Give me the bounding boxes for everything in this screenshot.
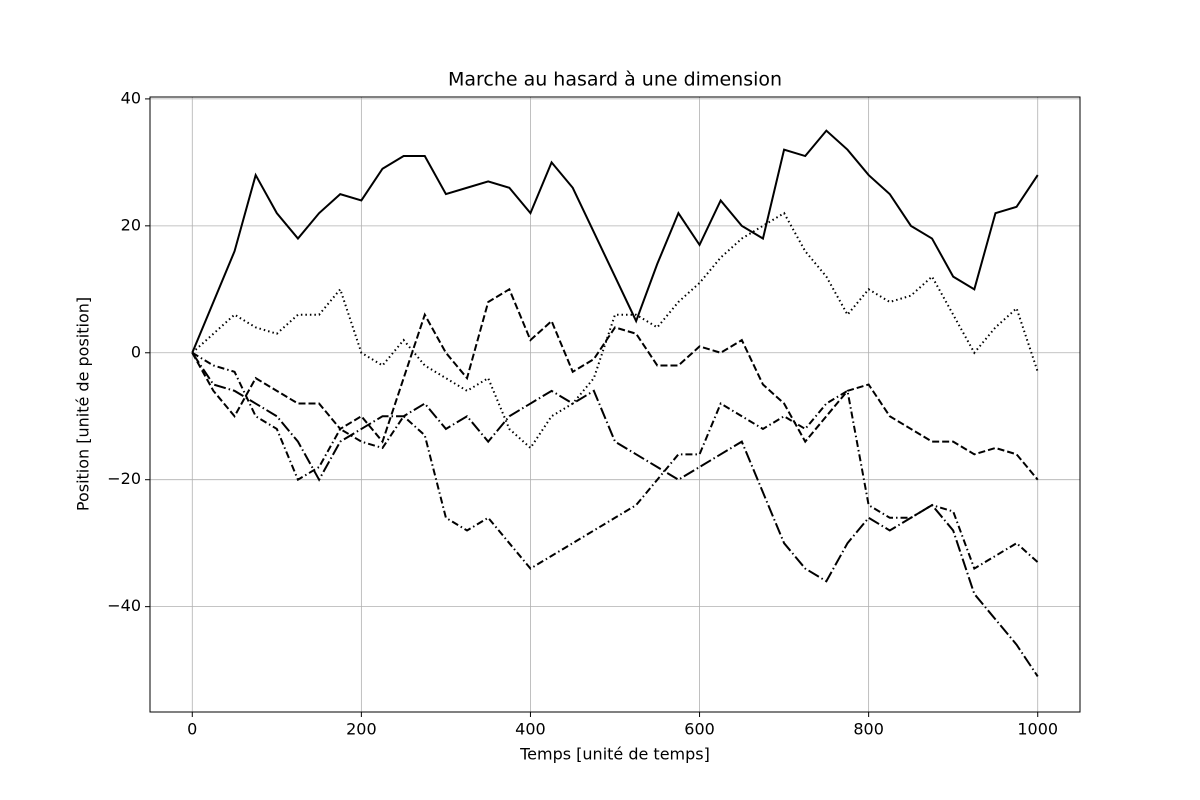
series-line xyxy=(191,287,1039,481)
x-tick-label: 200 xyxy=(346,720,377,739)
x-tick-label: 1000 xyxy=(1017,720,1058,739)
y-axis-label: Position [unité de position] xyxy=(74,297,93,511)
series-line xyxy=(191,352,1039,678)
series-line xyxy=(191,129,1039,354)
y-tick-label: 20 xyxy=(121,215,141,234)
x-tick-label: 600 xyxy=(684,720,715,739)
y-tick-label: −40 xyxy=(107,596,141,615)
chart-title: Marche au hasard à une dimension xyxy=(448,69,782,91)
series-line xyxy=(191,351,1039,571)
series-line xyxy=(191,211,1039,450)
x-tick-label: 0 xyxy=(187,720,197,739)
x-tick-label: 800 xyxy=(853,720,884,739)
plot-frame xyxy=(149,96,1081,713)
x-axis-label: Temps [unité de temps] xyxy=(519,745,710,764)
y-tick-label: 0 xyxy=(131,342,141,361)
y-tick-label: −20 xyxy=(107,469,141,488)
y-tick-label: 40 xyxy=(121,88,141,107)
x-tick-label: 400 xyxy=(515,720,546,739)
